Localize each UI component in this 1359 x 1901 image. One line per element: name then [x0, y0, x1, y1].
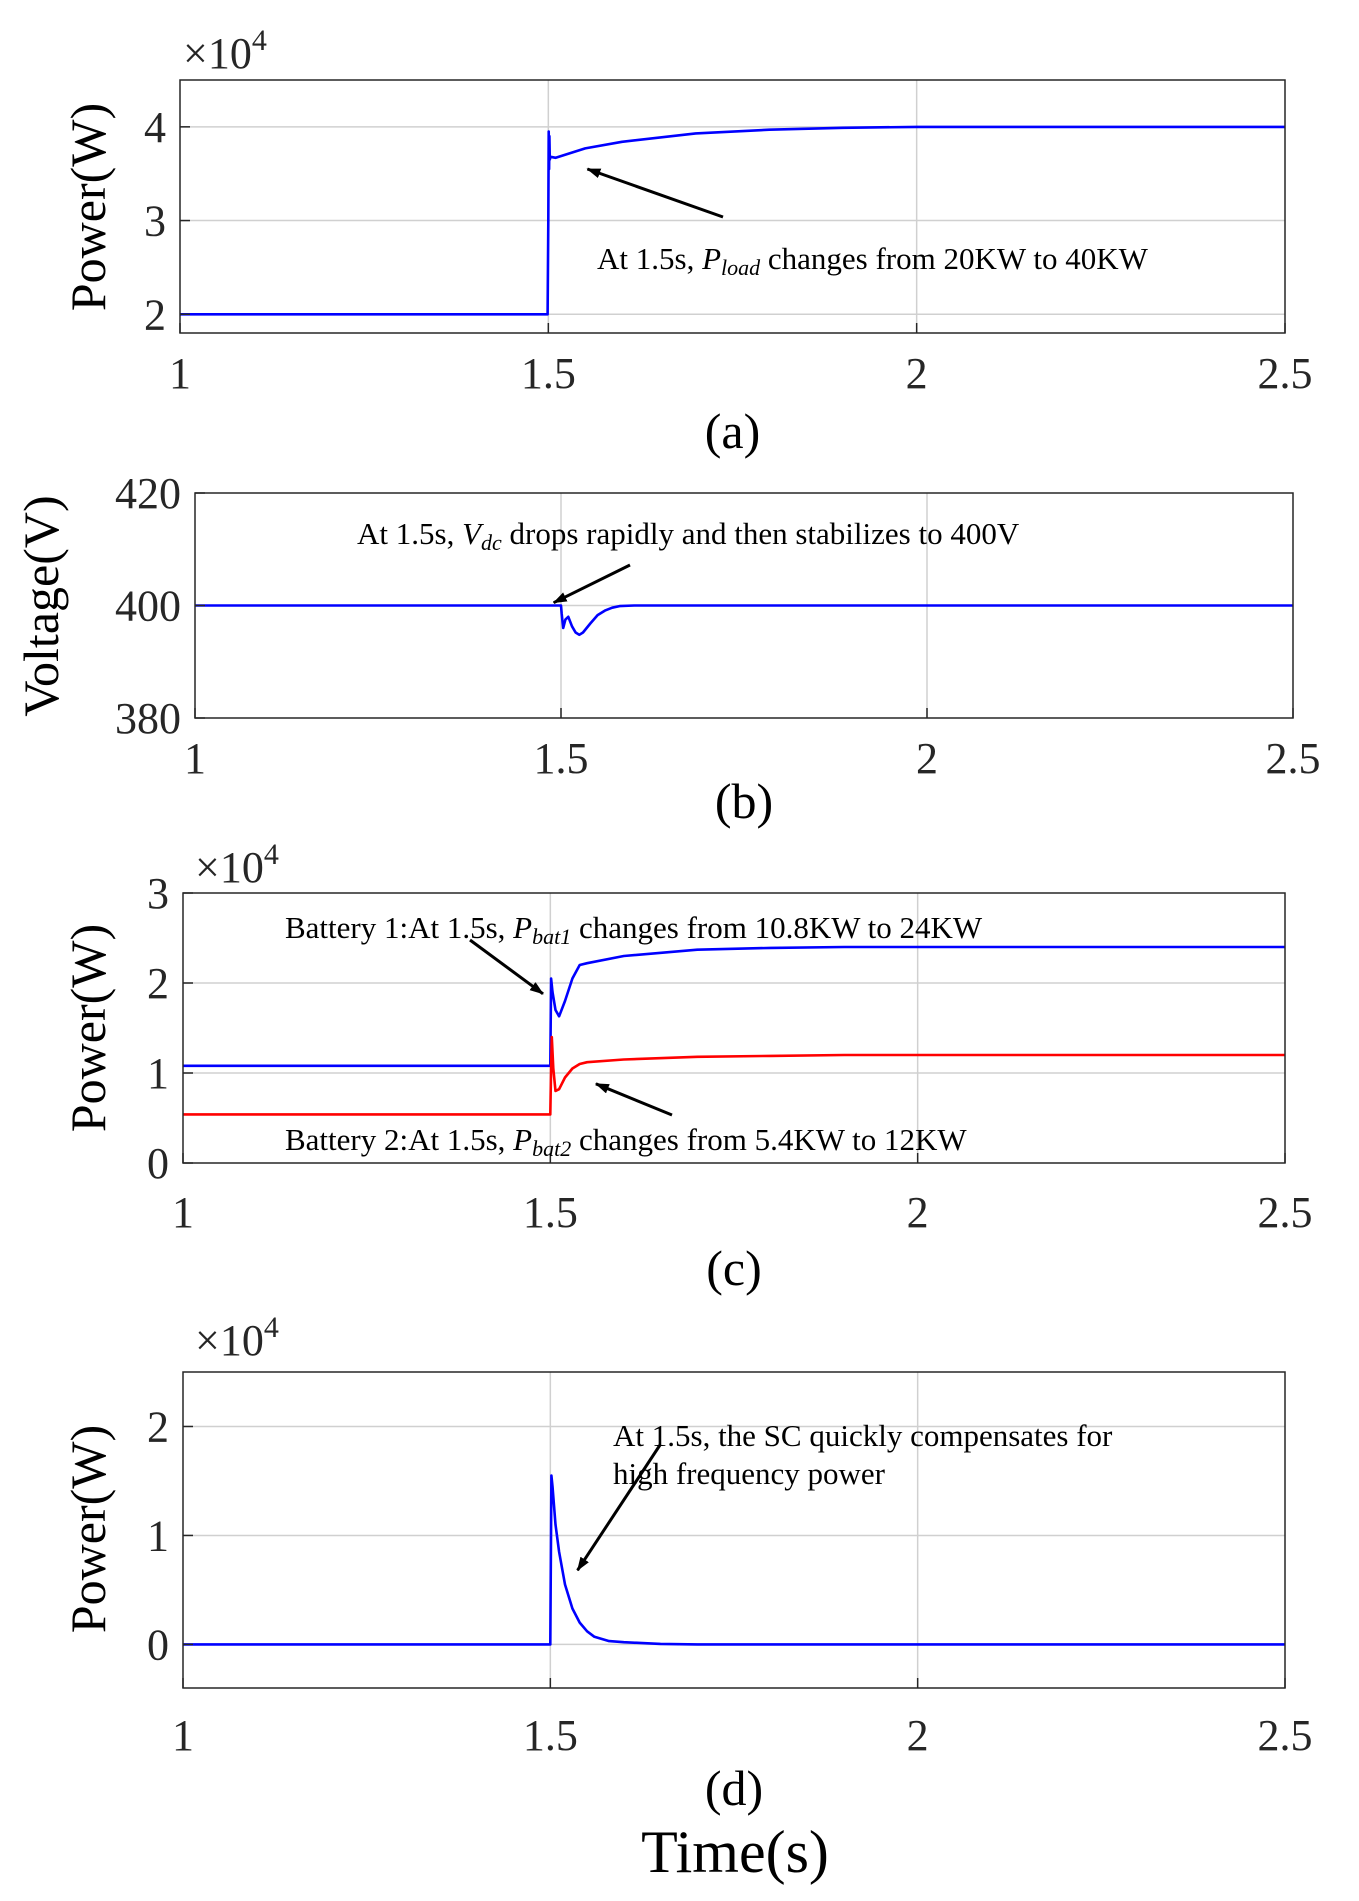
x-tick-label: 1: [184, 734, 206, 783]
y-tick-label: 4: [144, 103, 166, 152]
panel-caption: (c): [706, 1240, 762, 1296]
y-axis-label: Power(W): [60, 103, 116, 311]
annotation-symbol: P: [701, 241, 721, 276]
y-exponent-power: 4: [252, 24, 267, 57]
y-exponent-base: ×10: [195, 1316, 264, 1365]
series-line-2: [183, 1035, 1285, 1116]
panel-caption: (b): [715, 773, 773, 829]
series-line-1: [195, 604, 1293, 637]
annotation-symbol: P: [512, 1122, 532, 1157]
y-tick-label: 1: [147, 1049, 169, 1098]
annotation-arrow: [586, 167, 724, 219]
x-tick-label: 1.5: [534, 734, 589, 783]
panel-caption: (d): [705, 1760, 763, 1816]
annotation-text: Battery 1:At 1.5s, Pbat1 changes from 10…: [285, 910, 983, 949]
series-line-1: [183, 1474, 1285, 1646]
x-tick-label: 2: [916, 734, 938, 783]
annotation-prefix: Battery 2:At 1.5s,: [285, 1122, 513, 1157]
series-line-1: [180, 125, 1285, 316]
x-tick-label: 2.5: [1258, 1711, 1313, 1760]
y-tick-label: 2: [147, 959, 169, 1008]
x-tick-label: 2.5: [1258, 1188, 1313, 1237]
annotation-suffix: changes from 20KW to 40KW: [760, 241, 1148, 276]
axes-frame: [182, 1371, 1286, 1689]
y-exponent-base: ×10: [195, 843, 264, 892]
x-tick-label: 2.5: [1258, 349, 1313, 398]
axes-frame: [179, 79, 1286, 334]
x-tick-label: 1.5: [523, 1711, 578, 1760]
y-exponent-power: 4: [264, 1311, 279, 1344]
y-exponent-power: 4: [264, 838, 279, 871]
y-tick-label: 380: [115, 694, 181, 743]
x-axis-label: Time(s): [641, 1819, 829, 1885]
y-exponent-label: ×104: [195, 1311, 279, 1365]
annotation-prefix: At 1.5s,: [597, 241, 702, 276]
y-tick-label: 2: [147, 1402, 169, 1451]
annotation-subscript: bat1: [532, 924, 571, 949]
y-axis-label: Power(W): [60, 924, 116, 1132]
y-tick-label: 0: [147, 1620, 169, 1669]
plot-area: [183, 893, 1285, 1163]
plot-area: [180, 80, 1285, 333]
annotation-arrow: [469, 938, 544, 996]
annotation-subscript: bat2: [532, 1136, 571, 1161]
annotation-arrow: [594, 1082, 673, 1117]
y-tick-label: 3: [147, 869, 169, 918]
x-tick-label: 2: [906, 349, 928, 398]
annotation-suffix: changes from 5.4KW to 12KW: [571, 1122, 967, 1157]
plot-area: [183, 1372, 1285, 1688]
axes-frame: [182, 892, 1286, 1164]
x-tick-label: 2: [907, 1188, 929, 1237]
series-line-1: [183, 945, 1285, 1068]
x-tick-label: 1.5: [521, 349, 576, 398]
annotation-subscript: dc: [481, 530, 502, 555]
annotation-text-line2: high frequency power: [613, 1456, 886, 1491]
annotation-symbol: V: [462, 516, 484, 551]
annotation-text: At 1.5s, Pload changes from 20KW to 40KW: [597, 241, 1149, 280]
y-tick-label: 3: [144, 197, 166, 246]
annotation-text-line1: At 1.5s, the SC quickly compensates for: [613, 1418, 1113, 1453]
annotation-subscript: load: [721, 255, 761, 280]
y-exponent-label: ×104: [183, 24, 267, 78]
annotation-prefix: Battery 1:At 1.5s,: [285, 910, 513, 945]
x-tick-label: 1: [172, 1188, 194, 1237]
y-tick-label: 400: [115, 582, 181, 631]
y-tick-label: 420: [115, 469, 181, 518]
y-tick-label: 2: [144, 290, 166, 339]
x-tick-label: 1: [172, 1711, 194, 1760]
annotation-text: Battery 2:At 1.5s, Pbat2 changes from 5.…: [285, 1122, 967, 1161]
y-tick-label: 1: [147, 1511, 169, 1560]
annotation-arrow: [552, 563, 631, 605]
x-tick-label: 2: [907, 1711, 929, 1760]
annotation-suffix: changes from 10.8KW to 24KW: [571, 910, 983, 945]
y-axis-label: Power(W): [60, 1425, 116, 1633]
panel-b: 1 1.5 2 2.5 380 400 420 Voltage(V) (b) At 1.5s, V…: [13, 469, 1321, 829]
annotation-arrow: [576, 1444, 662, 1572]
x-tick-label: 1: [169, 349, 191, 398]
y-axis-label: Voltage(V): [13, 495, 69, 716]
panel-caption: (a): [705, 403, 761, 459]
y-exponent-label: ×104: [195, 838, 279, 892]
x-tick-label: 2.5: [1266, 734, 1321, 783]
y-tick-label: 0: [147, 1139, 169, 1188]
annotation-suffix: drops rapidly and then stabilizes to 400…: [502, 516, 1020, 551]
annotation-prefix: At 1.5s,: [357, 516, 462, 551]
y-exponent-base: ×10: [183, 29, 252, 78]
annotation-symbol: P: [512, 910, 532, 945]
annotation-text: At 1.5s, Vdc drops rapidly and then stab…: [357, 516, 1020, 555]
x-tick-label: 1.5: [523, 1188, 578, 1237]
